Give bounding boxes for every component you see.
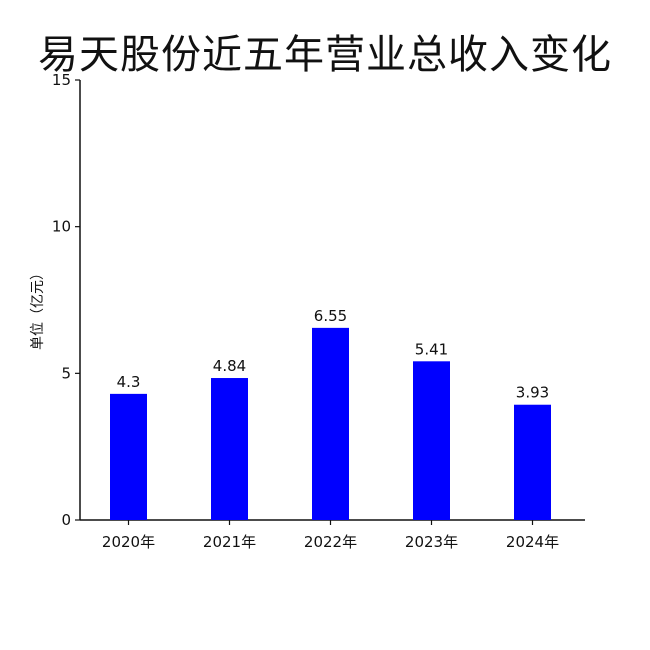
bar-value-label: 4.3 [117,373,141,391]
bar-5 [514,404,551,520]
y-axis-title: 单位（亿元） [30,266,46,350]
x-ticks: 2020年 2021年 2022年 2023年 2024年 [102,520,559,551]
bar-value-label: 5.41 [415,340,448,358]
bar-2 [211,378,248,520]
bar-value-label: 6.55 [314,307,347,325]
y-ticks: 0 5 10 15 [52,71,80,529]
y-tick-label: 15 [52,71,71,89]
x-tick-label: 2021年 [203,533,256,551]
x-tick-label: 2023年 [405,533,458,551]
bar-value-label: 4.84 [213,357,246,375]
chart-title: 易天股份近五年营业总收入变化 [38,32,612,78]
x-tick-label: 2024年 [506,533,559,551]
bars: 4.3 4.84 6.55 5.41 3.93 [110,307,551,520]
y-tick-label: 5 [61,364,71,382]
x-tick-label: 2022年 [304,533,357,551]
bar-3 [312,327,349,520]
y-tick-label: 10 [52,218,71,236]
bar-1 [110,393,147,520]
bar-value-label: 3.93 [516,384,549,402]
x-tick-label: 2020年 [102,533,155,551]
y-tick-label: 0 [61,511,71,529]
bar-4 [413,361,450,520]
